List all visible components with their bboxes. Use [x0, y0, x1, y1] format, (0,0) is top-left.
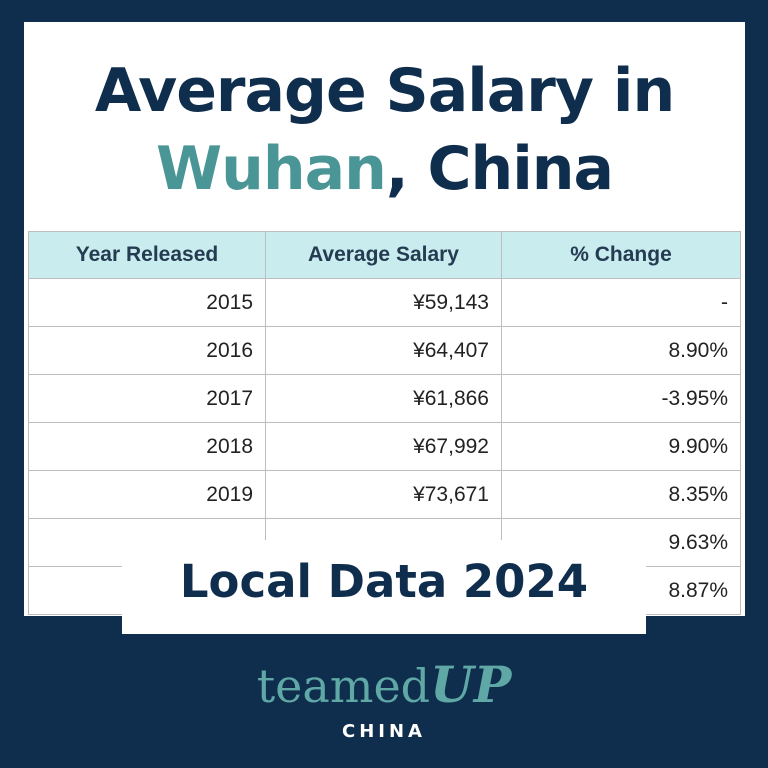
cell-change: -3.95% [501, 374, 741, 423]
cell-salary: ¥61,866 [265, 374, 502, 423]
cell-year: 2017 [28, 374, 266, 423]
header-year: Year Released [28, 231, 266, 279]
cell-salary: ¥59,143 [265, 278, 502, 327]
cell-year: 2019 [28, 470, 266, 519]
table-row: 2015 ¥59,143 - [28, 278, 741, 327]
logo-main-bold: UP [430, 655, 512, 714]
cell-salary: ¥73,671 [265, 470, 502, 519]
table-row: 2019 ¥73,671 8.35% [28, 470, 741, 519]
cell-salary: ¥67,992 [265, 422, 502, 471]
cell-year: 2016 [28, 326, 266, 375]
header-salary: Average Salary [265, 231, 502, 279]
title-line-2: Wuhan, China [24, 130, 745, 208]
banner-local-data: Local Data 2024 [122, 540, 646, 634]
cell-year: 2015 [28, 278, 266, 327]
logo-wordmark: teamedUP [0, 659, 768, 713]
logo-main-text: teamed [256, 659, 431, 713]
header-change: % Change [501, 231, 741, 279]
table-row: 2017 ¥61,866 -3.95% [28, 374, 741, 423]
cell-change: 8.35% [501, 470, 741, 519]
cell-salary: ¥64,407 [265, 326, 502, 375]
cell-change: 9.90% [501, 422, 741, 471]
table-row: 2016 ¥64,407 8.90% [28, 326, 741, 375]
table-header-row: Year Released Average Salary % Change [28, 231, 741, 279]
cell-year: 2018 [28, 422, 266, 471]
content-card: Average Salary in Wuhan, China Year Rele… [24, 22, 745, 616]
title-line-1: Average Salary in [94, 56, 675, 126]
cell-change: 8.90% [501, 326, 741, 375]
cell-change: - [501, 278, 741, 327]
table-row: 2018 ¥67,992 9.90% [28, 422, 741, 471]
page-title: Average Salary in Wuhan, China [24, 52, 745, 208]
brand-logo: teamedUP CHINA [0, 659, 768, 743]
title-rest: , China [385, 134, 614, 204]
title-accent: Wuhan [155, 134, 387, 204]
logo-subtext: CHINA [342, 721, 426, 742]
